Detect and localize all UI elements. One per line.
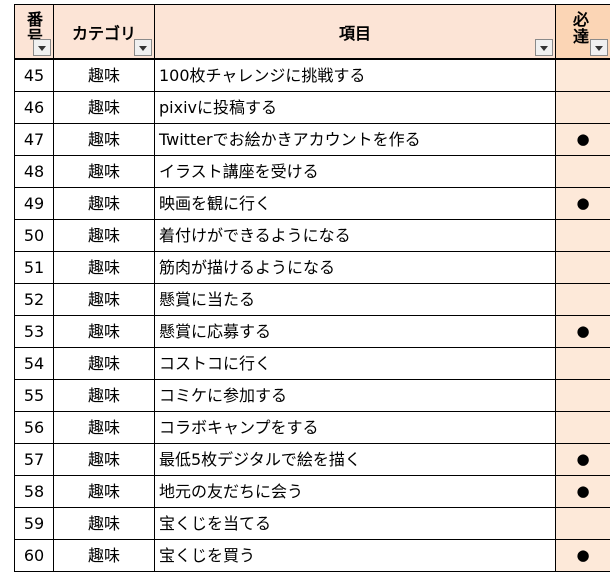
table-row[interactable]: 47 趣味 Twitterでお絵かきアカウントを作る ● bbox=[14, 124, 610, 156]
cell-item[interactable]: イラスト講座を受ける bbox=[155, 156, 556, 188]
cell-category[interactable]: 趣味 bbox=[54, 284, 155, 316]
cell-must[interactable] bbox=[556, 284, 610, 316]
cell-must[interactable]: ● bbox=[556, 476, 610, 508]
cell-must[interactable] bbox=[556, 412, 610, 444]
cell-number[interactable]: 57 bbox=[14, 444, 54, 476]
cell-item[interactable]: 懸賞に応募する bbox=[155, 316, 556, 348]
table-row[interactable]: 59 趣味 宝くじを当てる bbox=[14, 508, 610, 540]
cell-item[interactable]: 宝くじを買う bbox=[155, 540, 556, 572]
cell-category[interactable]: 趣味 bbox=[54, 380, 155, 412]
cell-category[interactable]: 趣味 bbox=[54, 252, 155, 284]
table-row[interactable]: 60 趣味 宝くじを買う ● bbox=[14, 540, 610, 572]
column-header-must-label: 必達 bbox=[572, 10, 589, 46]
table-row[interactable]: 57 趣味 最低5枚デジタルで絵を描く ● bbox=[14, 444, 610, 476]
cell-category[interactable]: 趣味 bbox=[54, 92, 155, 124]
cell-item[interactable]: 地元の友だちに会う bbox=[155, 476, 556, 508]
column-header-category[interactable]: カテゴリ bbox=[54, 4, 155, 60]
column-header-must[interactable]: 必達 bbox=[556, 4, 610, 60]
cell-must[interactable] bbox=[556, 380, 610, 412]
table-row[interactable]: 50 趣味 着付けができるようになる bbox=[14, 220, 610, 252]
cell-item[interactable]: 懸賞に当たる bbox=[155, 284, 556, 316]
cell-must[interactable]: ● bbox=[556, 124, 610, 156]
cell-category[interactable]: 趣味 bbox=[54, 60, 155, 92]
column-header-item[interactable]: 項目 bbox=[155, 4, 556, 60]
cell-item[interactable]: 映画を観に行く bbox=[155, 188, 556, 220]
cell-item[interactable]: 最低5枚デジタルで絵を描く bbox=[155, 444, 556, 476]
cell-number[interactable]: 45 bbox=[14, 60, 54, 92]
cell-category[interactable]: 趣味 bbox=[54, 188, 155, 220]
cell-must[interactable] bbox=[556, 156, 610, 188]
cell-number[interactable]: 50 bbox=[14, 220, 54, 252]
table-row[interactable]: 45 趣味 100枚チャレンジに挑戦する bbox=[14, 60, 610, 92]
cell-category[interactable]: 趣味 bbox=[54, 316, 155, 348]
cell-number[interactable]: 56 bbox=[14, 412, 54, 444]
cell-category[interactable]: 趣味 bbox=[54, 444, 155, 476]
cell-item[interactable]: コミケに参加する bbox=[155, 380, 556, 412]
table-row[interactable]: 58 趣味 地元の友だちに会う ● bbox=[14, 476, 610, 508]
cell-must[interactable] bbox=[556, 252, 610, 284]
cell-must[interactable]: ● bbox=[556, 188, 610, 220]
filter-dropdown-icon[interactable] bbox=[134, 39, 152, 56]
cell-category[interactable]: 趣味 bbox=[54, 476, 155, 508]
cell-number[interactable]: 58 bbox=[14, 476, 54, 508]
table-row[interactable]: 48 趣味 イラスト講座を受ける bbox=[14, 156, 610, 188]
cell-item[interactable]: 100枚チャレンジに挑戦する bbox=[155, 60, 556, 92]
cell-must[interactable] bbox=[556, 348, 610, 380]
cell-item[interactable]: 宝くじを当てる bbox=[155, 508, 556, 540]
cell-number[interactable]: 55 bbox=[14, 380, 54, 412]
cell-number[interactable]: 47 bbox=[14, 124, 54, 156]
cell-category[interactable]: 趣味 bbox=[54, 412, 155, 444]
cell-number[interactable]: 48 bbox=[14, 156, 54, 188]
filter-dropdown-icon[interactable] bbox=[535, 39, 553, 56]
table-row[interactable]: 53 趣味 懸賞に応募する ● bbox=[14, 316, 610, 348]
cell-category[interactable]: 趣味 bbox=[54, 540, 155, 572]
column-header-category-label: カテゴリ bbox=[71, 23, 136, 43]
table-row[interactable]: 51 趣味 筋肉が描けるようになる bbox=[14, 252, 610, 284]
cell-item[interactable]: pixivに投稿する bbox=[155, 92, 556, 124]
cell-category[interactable]: 趣味 bbox=[54, 156, 155, 188]
cell-item[interactable]: コストコに行く bbox=[155, 348, 556, 380]
cell-number[interactable]: 60 bbox=[14, 540, 54, 572]
cell-item[interactable]: コラボキャンプをする bbox=[155, 412, 556, 444]
cell-must[interactable] bbox=[556, 92, 610, 124]
filter-dropdown-icon[interactable] bbox=[590, 39, 608, 56]
table-row[interactable]: 46 趣味 pixivに投稿する bbox=[14, 92, 610, 124]
table-row[interactable]: 54 趣味 コストコに行く bbox=[14, 348, 610, 380]
cell-item[interactable]: 着付けができるようになる bbox=[155, 220, 556, 252]
cell-number[interactable]: 46 bbox=[14, 92, 54, 124]
cell-must[interactable] bbox=[556, 508, 610, 540]
cell-number[interactable]: 51 bbox=[14, 252, 54, 284]
cell-must[interactable]: ● bbox=[556, 540, 610, 572]
cell-category[interactable]: 趣味 bbox=[54, 124, 155, 156]
cell-must[interactable] bbox=[556, 60, 610, 92]
cell-item[interactable]: Twitterでお絵かきアカウントを作る bbox=[155, 124, 556, 156]
cell-category[interactable]: 趣味 bbox=[54, 220, 155, 252]
cell-must[interactable]: ● bbox=[556, 444, 610, 476]
cell-number[interactable]: 54 bbox=[14, 348, 54, 380]
cell-number[interactable]: 53 bbox=[14, 316, 54, 348]
column-header-number[interactable]: 番号 bbox=[14, 4, 54, 60]
cell-category[interactable]: 趣味 bbox=[54, 348, 155, 380]
cell-category[interactable]: 趣味 bbox=[54, 508, 155, 540]
cell-item[interactable]: 筋肉が描けるようになる bbox=[155, 252, 556, 284]
column-header-item-label: 項目 bbox=[338, 23, 371, 43]
cell-must[interactable]: ● bbox=[556, 316, 610, 348]
table-row[interactable]: 55 趣味 コミケに参加する bbox=[14, 380, 610, 412]
cell-number[interactable]: 52 bbox=[14, 284, 54, 316]
filter-dropdown-icon[interactable] bbox=[33, 39, 51, 56]
cell-number[interactable]: 59 bbox=[14, 508, 54, 540]
table-row[interactable]: 56 趣味 コラボキャンプをする bbox=[14, 412, 610, 444]
cell-must[interactable] bbox=[556, 220, 610, 252]
table-row[interactable]: 49 趣味 映画を観に行く ● bbox=[14, 188, 610, 220]
table-row[interactable]: 52 趣味 懸賞に当たる bbox=[14, 284, 610, 316]
cell-number[interactable]: 49 bbox=[14, 188, 54, 220]
